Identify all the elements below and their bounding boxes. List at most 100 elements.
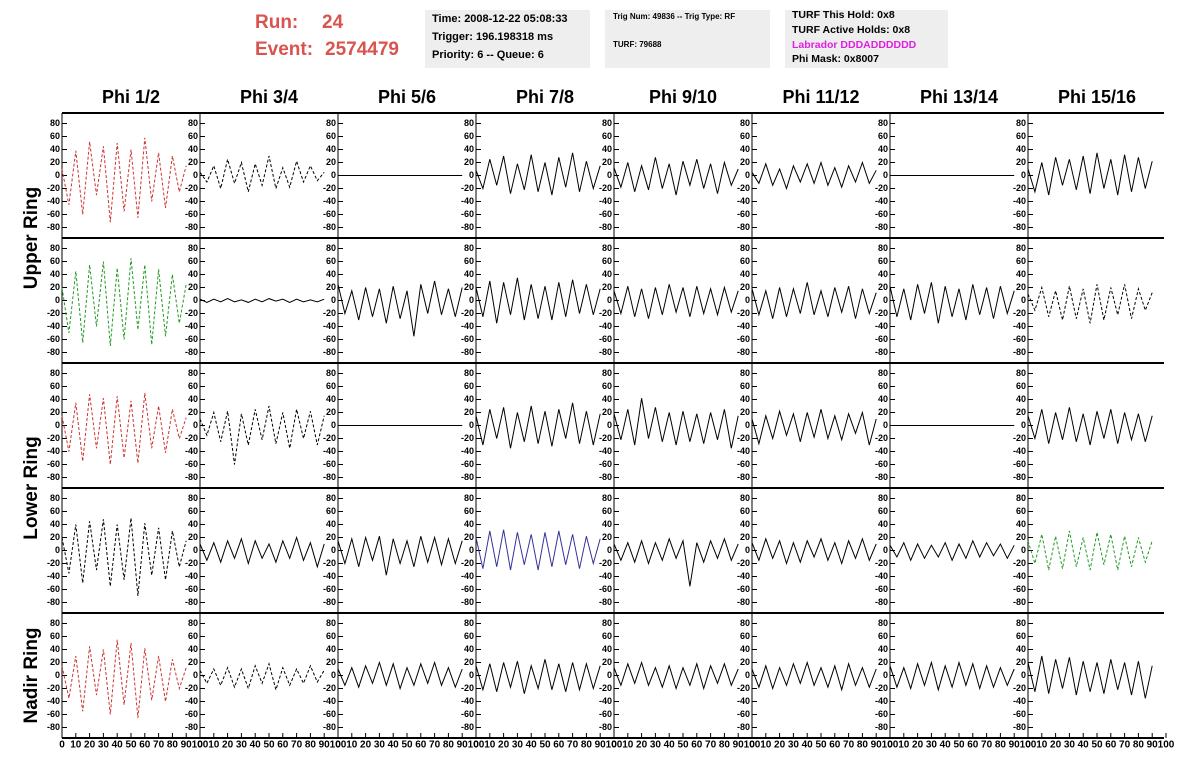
y-tick-label: 60	[740, 506, 750, 516]
x-tick-label: 40	[112, 740, 124, 751]
x-tick-label: 60	[691, 740, 703, 751]
y-tick-label: 40	[740, 394, 750, 404]
x-tick-label: 20	[1050, 740, 1062, 751]
x-tick-label: 0	[473, 740, 479, 751]
y-tick-label: -80	[461, 597, 474, 607]
y-tick-label: 40	[188, 644, 198, 654]
y-tick-label: 40	[464, 269, 474, 279]
y-tick-label: -80	[461, 222, 474, 232]
x-tick-label: 90	[595, 740, 607, 751]
x-tick-label: 60	[553, 740, 565, 751]
y-tick-label: -80	[1013, 347, 1026, 357]
y-tick-label: -80	[1013, 597, 1026, 607]
y-tick-label: 20	[188, 282, 198, 292]
y-tick-label: -80	[185, 347, 198, 357]
y-tick-label: 60	[464, 506, 474, 516]
y-tick-label: -40	[875, 571, 888, 581]
y-tick-label: 60	[878, 131, 888, 141]
waveform	[475, 402, 601, 449]
y-tick-label: 20	[188, 407, 198, 417]
y-tick-label: -20	[1013, 308, 1026, 318]
info-box	[605, 10, 770, 68]
y-tick-label: -40	[185, 696, 198, 706]
y-tick-label: -20	[185, 433, 198, 443]
y-tick-label: 60	[326, 506, 336, 516]
run-number: 24	[322, 12, 344, 33]
y-tick-label: 60	[50, 631, 60, 641]
y-tick-label: -20	[1013, 683, 1026, 693]
x-tick-label: 40	[940, 740, 952, 751]
waveform	[751, 282, 877, 319]
y-tick-label: 80	[740, 368, 750, 378]
y-tick-label: -60	[185, 209, 198, 219]
y-tick-label: -80	[599, 597, 612, 607]
y-tick-label: -40	[47, 196, 60, 206]
y-tick-label: 80	[740, 493, 750, 503]
y-tick-label: 60	[326, 131, 336, 141]
y-tick-label: -60	[47, 709, 60, 719]
y-tick-label: 60	[188, 381, 198, 391]
y-tick-label: 80	[464, 368, 474, 378]
waveform	[613, 537, 739, 587]
waveform	[613, 157, 739, 196]
y-tick-label: 20	[464, 282, 474, 292]
y-tick-label: -40	[737, 321, 750, 331]
x-tick-label: 100	[468, 740, 485, 751]
waveform	[337, 280, 463, 337]
x-tick-label: 60	[829, 740, 841, 751]
y-tick-label: 60	[740, 256, 750, 266]
y-tick-label: 20	[740, 657, 750, 667]
x-tick-label: 10	[898, 740, 910, 751]
x-tick-label: 90	[181, 740, 193, 751]
y-tick-label: -40	[737, 571, 750, 581]
y-tick-label: -60	[875, 334, 888, 344]
y-tick-label: -40	[1013, 696, 1026, 706]
info-text: Phi Mask: 0x8007	[792, 53, 879, 65]
y-tick-label: -60	[599, 584, 612, 594]
y-tick-label: 60	[878, 631, 888, 641]
y-tick-label: 20	[188, 157, 198, 167]
x-tick-label: 0	[611, 740, 617, 751]
x-tick-label: 0	[335, 740, 341, 751]
y-tick-label: -80	[47, 222, 60, 232]
x-tick-label: 30	[1064, 740, 1076, 751]
y-tick-label: 40	[1016, 644, 1026, 654]
y-tick-label: -40	[47, 321, 60, 331]
y-tick-label: 60	[188, 256, 198, 266]
x-tick-label: 80	[857, 740, 869, 751]
y-tick-label: -40	[461, 696, 474, 706]
y-tick-label: -60	[461, 209, 474, 219]
y-tick-label: -20	[47, 683, 60, 693]
y-tick-label: -80	[47, 472, 60, 482]
waveform	[61, 137, 187, 223]
y-tick-label: 0	[607, 170, 612, 180]
waveform	[1027, 407, 1153, 446]
x-tick-label: 50	[539, 740, 551, 751]
column-title: Phi 15/16	[1058, 87, 1136, 107]
y-tick-label: -80	[737, 597, 750, 607]
y-tick-label: -40	[461, 196, 474, 206]
y-tick-label: -60	[185, 584, 198, 594]
x-tick-label: 80	[305, 740, 317, 751]
y-tick-label: 20	[878, 532, 888, 542]
waveform	[1027, 284, 1153, 324]
y-tick-label: 60	[1016, 631, 1026, 641]
y-tick-label: 0	[55, 295, 60, 305]
y-tick-label: -20	[737, 183, 750, 193]
y-tick-label: -80	[737, 222, 750, 232]
y-tick-label: -20	[47, 433, 60, 443]
y-tick-label: 40	[602, 519, 612, 529]
y-tick-label: 40	[602, 644, 612, 654]
x-tick-label: 70	[843, 740, 855, 751]
y-tick-label: 0	[193, 670, 198, 680]
y-tick-label: 80	[50, 243, 60, 253]
y-tick-label: -60	[1013, 209, 1026, 219]
y-tick-label: 20	[464, 532, 474, 542]
y-tick-label: -40	[599, 321, 612, 331]
y-tick-label: 0	[331, 545, 336, 555]
y-tick-label: -40	[461, 321, 474, 331]
y-tick-label: 0	[193, 420, 198, 430]
y-tick-label: -60	[599, 334, 612, 344]
x-tick-label: 20	[498, 740, 510, 751]
x-tick-label: 100	[606, 740, 623, 751]
